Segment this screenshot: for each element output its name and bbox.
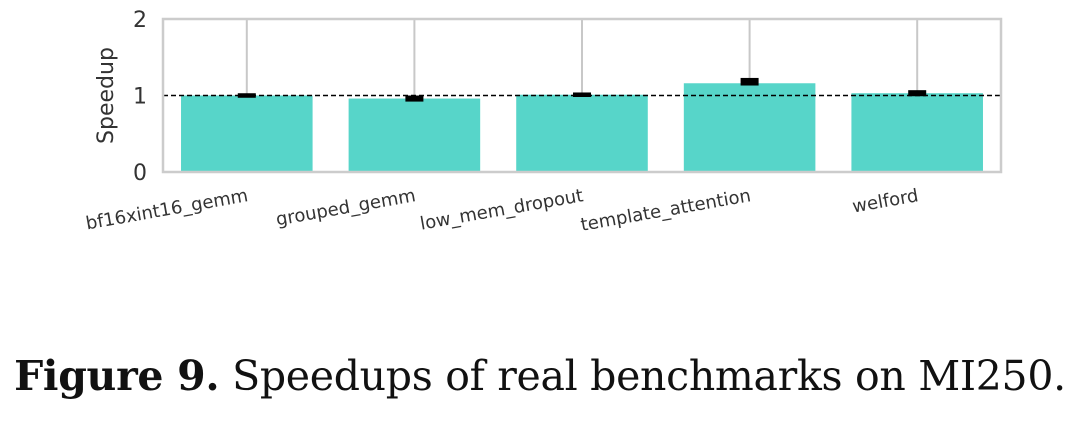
bar-bf16xint16_gemm xyxy=(181,95,313,172)
bar-grouped_gemm xyxy=(348,98,481,172)
plot-frame xyxy=(161,17,1003,174)
error-bar-layer xyxy=(237,77,927,102)
x-tick-label: template_attention xyxy=(579,185,752,236)
error-bar-bf16xint16_gemm xyxy=(237,93,256,98)
y-tick-label: 2 xyxy=(133,8,147,33)
y-axis-label: Speedup xyxy=(94,47,119,144)
speedup-bar-chart: 0 1 2 Speedup bf16xint16_gemm grouped_gemm l… xyxy=(84,8,1003,236)
y-tick-label: 1 xyxy=(133,85,147,110)
bar-low_mem_dropout xyxy=(516,94,648,172)
bar-template_attention xyxy=(683,83,816,172)
error-bar-template_attention xyxy=(740,77,759,86)
x-tick-label: bf16xint16_gemm xyxy=(84,185,249,234)
error-bar-welford xyxy=(908,90,927,97)
x-tick-label: low_mem_dropout xyxy=(418,185,584,234)
x-axis-category-labels: bf16xint16_gemm grouped_gemm low_mem_dropo… xyxy=(84,185,920,236)
whisker-layer xyxy=(245,19,919,98)
bar-welford xyxy=(851,93,983,172)
y-axis-ticks: 0 1 2 xyxy=(133,8,147,186)
x-tick-label: welford xyxy=(851,185,920,217)
bar-layer xyxy=(181,83,983,172)
x-tick-label: grouped_gemm xyxy=(274,185,417,230)
figure-number: Figure 9. xyxy=(14,352,220,400)
error-bar-low_mem_dropout xyxy=(573,92,591,97)
y-tick-label: 0 xyxy=(133,161,147,186)
figure-caption: Figure 9. Speedups of real benchmarks on… xyxy=(0,352,1080,400)
caption-text: Speedups of real benchmarks on MI250. xyxy=(232,352,1066,400)
error-bar-grouped_gemm xyxy=(405,95,424,102)
